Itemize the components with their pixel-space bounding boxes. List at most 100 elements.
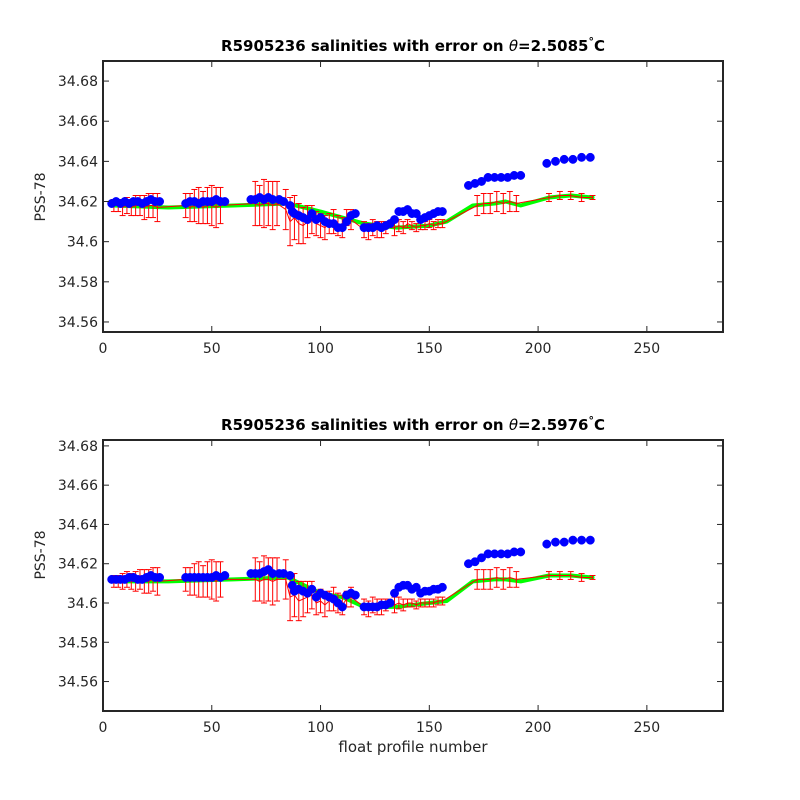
bottom-y-tick: 34.62 [58,557,723,573]
bottom-float-point [577,535,587,545]
top-float-point [568,154,578,164]
top-float-point [303,215,312,225]
top-float-point [155,197,165,206]
top-y-tick: 34.6 [67,235,723,251]
bottom-float-point [470,557,480,567]
top-y-tick-label: 34.62 [58,195,98,211]
bottom-x-tick: 100 [307,440,334,736]
bottom-chart-y-axis-label: PSS-78 [33,530,49,579]
top-x-tick-label: 250 [633,341,660,357]
top-y-tick-label: 34.66 [58,114,98,130]
bottom-x-tick: 50 [203,440,221,736]
top-y-tick-label: 34.6 [67,235,98,251]
top-float-point [577,152,587,162]
bottom-y-tick: 34.6 [67,596,723,612]
top-y-tick: 34.56 [58,315,723,331]
bottom-chart-x-axis-label: float profile number [338,738,488,756]
top-y-tick-label: 34.64 [58,154,98,170]
bottom-chart-title: R5905236 salinities with error on θ=2.59… [221,414,605,434]
bottom-float-point [551,537,560,547]
top-x-tick-label: 0 [99,341,108,357]
top-y-tick: 34.64 [58,154,723,170]
top-float-point [411,209,421,219]
bottom-y-tick: 34.64 [58,517,723,533]
bottom-chart-panel: R5905236 salinities with error on θ=2.59… [33,414,724,756]
bottom-y-tick: 34.68 [58,439,723,455]
bottom-float-point [307,584,317,594]
top-float-point [307,209,317,219]
top-y-tick: 34.68 [58,74,723,90]
top-float-point [551,156,560,166]
bottom-float-point [437,582,447,592]
top-float-point [220,197,230,206]
top-x-tick: 0 [99,61,108,357]
top-float-point [477,176,486,186]
top-x-tick-label: 50 [203,341,221,357]
bottom-data-layer [107,535,596,622]
bottom-float-point [285,571,295,580]
top-float-point [437,207,447,217]
top-x-tick: 50 [203,61,221,357]
bottom-x-tick: 150 [416,440,443,736]
top-float-point [542,158,552,168]
bottom-x-tick-label: 150 [416,720,443,736]
top-x-tick-label: 100 [307,341,334,357]
top-y-tick-label: 34.56 [58,315,98,331]
bottom-float-point [477,553,486,563]
bottom-x-tick: 250 [633,440,660,736]
top-y-tick: 34.66 [58,114,723,130]
bottom-float-point [542,539,552,549]
bottom-x-tick: 0 [99,440,108,736]
top-y-tick: 34.58 [58,275,723,291]
bottom-float-point [220,571,230,580]
bottom-y-tick-label: 34.66 [58,478,98,494]
top-float-point [390,215,399,225]
top-float-point [337,223,347,233]
bottom-y-tick-label: 34.68 [58,439,98,455]
top-y-tick: 34.62 [58,195,723,211]
bottom-y-tick-label: 34.6 [67,596,98,612]
top-float-point [350,209,360,219]
top-chart-panel: R5905236 salinities with error on θ=2.50… [33,35,724,357]
top-x-tick-label: 200 [525,341,552,357]
bottom-x-tick-label: 0 [99,720,108,736]
top-float-point [342,217,352,227]
bottom-float-point [568,535,578,545]
bottom-float-point [350,590,360,600]
bottom-x-tick-label: 100 [307,720,334,736]
top-chart-title: R5905236 salinities with error on θ=2.50… [221,35,605,55]
top-float-point [279,197,289,206]
top-x-tick-label: 150 [416,341,443,357]
bottom-float-point [337,602,347,612]
bottom-float-point [516,547,526,557]
bottom-y-tick-label: 34.62 [58,557,98,573]
top-plot-area [103,61,723,332]
bottom-axes-frame [102,439,724,712]
top-x-tick: 100 [307,61,334,357]
bottom-float-point [385,598,395,608]
bottom-y-tick: 34.66 [58,478,723,494]
top-y-tick-label: 34.58 [58,275,98,291]
bottom-float-point [155,573,165,582]
top-chart-y-axis-label: PSS-78 [33,172,49,221]
bottom-y-tick-label: 34.64 [58,517,98,533]
top-float-point [516,170,526,180]
bottom-y-tick-label: 34.58 [58,635,98,651]
bottom-y-tick: 34.58 [58,635,723,651]
top-float-point [559,154,569,164]
bottom-x-tick-label: 50 [203,720,221,736]
bottom-x-tick-label: 250 [633,720,660,736]
bottom-float-point [585,535,595,545]
top-float-point [585,152,595,162]
bottom-y-tick-label: 34.56 [58,675,98,691]
top-y-tick-label: 34.68 [58,74,98,90]
bottom-float-point [559,537,569,547]
bottom-x-tick-label: 200 [525,720,552,736]
top-x-tick: 150 [416,61,443,357]
top-x-tick: 250 [633,61,660,357]
bottom-y-tick: 34.56 [58,675,723,691]
top-axes-frame [102,60,724,333]
top-x-tick: 200 [525,61,552,357]
top-data-layer [107,152,596,247]
